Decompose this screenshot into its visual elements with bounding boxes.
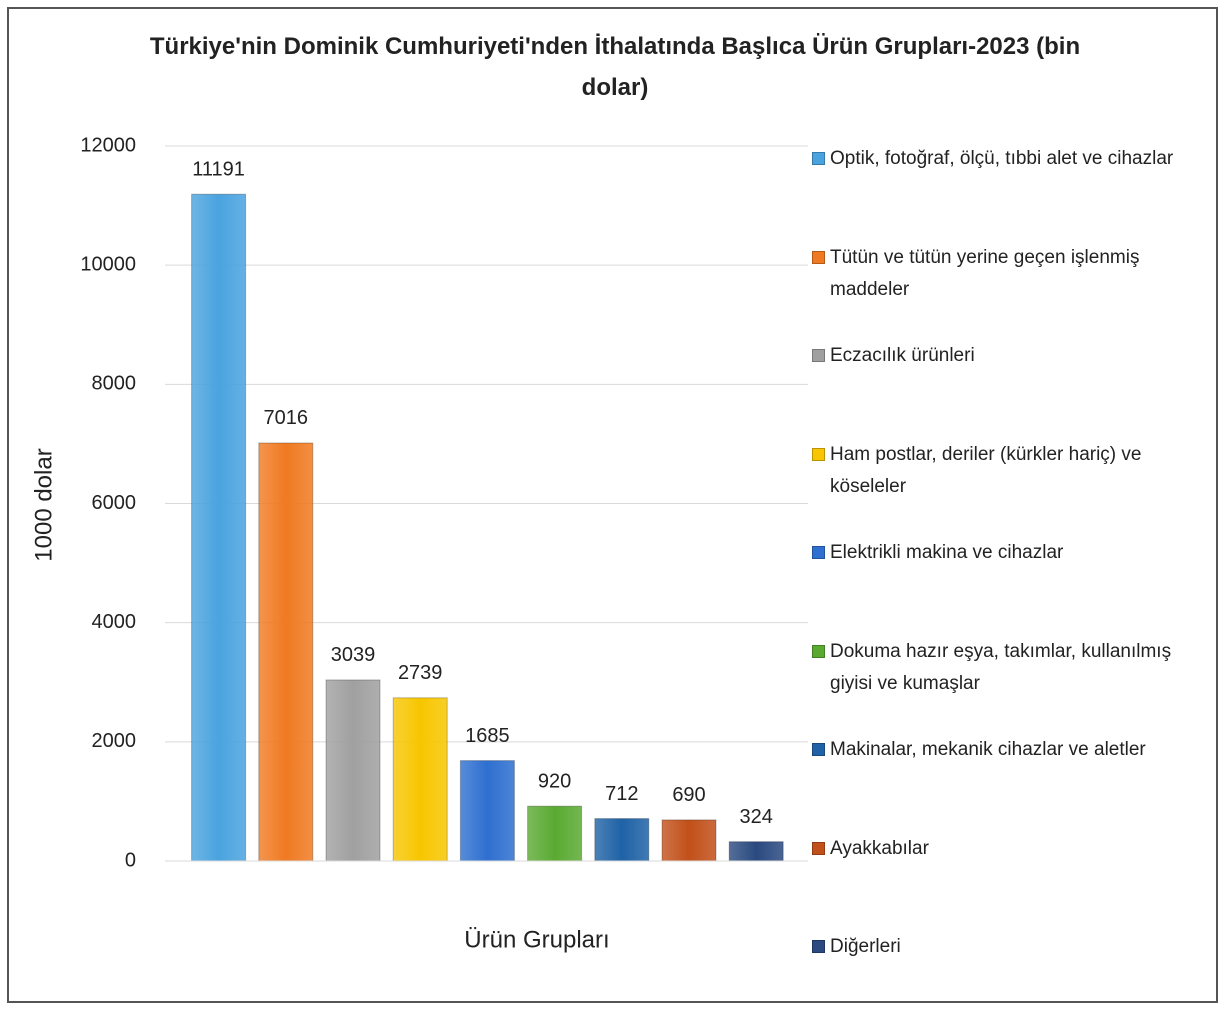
chart-title: Türkiye'nin Dominik Cumhuriyeti'nden İth… xyxy=(149,33,1081,101)
data-label: 712 xyxy=(605,783,638,805)
legend-swatch xyxy=(812,250,825,264)
legend-label: Optik, fotoğraf, ölçü, tıbbi alet ve cih… xyxy=(830,148,1174,169)
y-tick-label: 6000 xyxy=(92,492,137,514)
legend-item: Makinalar, mekanik cihazlar ve aletler xyxy=(812,734,1212,766)
legend-label: Makinalar, mekanik cihazlar ve aletler xyxy=(830,739,1146,760)
data-label: 1685 xyxy=(465,725,510,747)
y-tick-label: 12000 xyxy=(80,134,136,156)
bar xyxy=(392,697,448,862)
legend-swatch xyxy=(812,447,825,461)
x-axis-label: Ürün Grupları xyxy=(464,926,609,953)
data-label: 690 xyxy=(672,784,705,806)
legend-item: Ham postlar, deriler (kürkler hariç) ve … xyxy=(812,439,1212,503)
legend-label: Ham postlar, deriler (kürkler hariç) ve … xyxy=(830,443,1142,497)
chart-frame xyxy=(7,7,1218,1003)
bar xyxy=(594,818,650,862)
y-tick-label: 10000 xyxy=(80,253,136,275)
y-tick-label: 8000 xyxy=(92,373,137,395)
data-label: 920 xyxy=(538,770,571,792)
legend-label: Elektrikli makina ve cihazlar xyxy=(830,542,1064,563)
bar xyxy=(325,679,381,862)
bar xyxy=(661,819,717,862)
y-tick-label: 4000 xyxy=(92,611,137,633)
legend-item: Ayakkabılar xyxy=(812,833,1212,865)
legend-label: Diğerleri xyxy=(830,936,901,957)
data-label: 2739 xyxy=(398,662,443,684)
bar xyxy=(258,442,314,862)
data-label: 11191 xyxy=(192,158,245,180)
legend-swatch xyxy=(812,546,825,559)
legend-item: Elektrikli makina ve cihazlar xyxy=(812,537,1212,569)
legend-swatch xyxy=(812,841,825,855)
bar xyxy=(191,193,247,862)
legend-label: Eczacılık ürünleri xyxy=(830,345,975,366)
y-axis-label: 1000 dolar xyxy=(30,448,57,561)
data-label: 7016 xyxy=(264,407,309,429)
legend-swatch xyxy=(812,940,825,953)
legend-label: Dokuma hazır eşya, takımlar, kullanılmış… xyxy=(830,640,1172,694)
y-tick-label: 2000 xyxy=(92,730,137,752)
legend-item: Diğerleri xyxy=(812,931,1212,963)
data-label: 3039 xyxy=(331,644,376,666)
legend-swatch xyxy=(812,644,825,658)
legend-swatch xyxy=(812,349,825,362)
bar xyxy=(459,760,515,862)
legend-item: Optik, fotoğraf, ölçü, tıbbi alet ve cih… xyxy=(812,143,1212,175)
legend-item: Eczacılık ürünleri xyxy=(812,340,1212,372)
legend-label: Ayakkabılar xyxy=(830,837,929,859)
y-tick-label: 0 xyxy=(125,849,136,871)
legend-item: Tütün ve tütün yerine geçen işlenmiş mad… xyxy=(812,242,1212,306)
legend-swatch xyxy=(812,743,825,756)
bar xyxy=(728,841,784,862)
legend-item: Dokuma hazır eşya, takımlar, kullanılmış… xyxy=(812,636,1212,700)
bar xyxy=(527,805,583,862)
legend-label: Tütün ve tütün yerine geçen işlenmiş mad… xyxy=(830,246,1140,300)
data-label: 324 xyxy=(740,806,773,828)
legend-swatch xyxy=(812,152,825,165)
